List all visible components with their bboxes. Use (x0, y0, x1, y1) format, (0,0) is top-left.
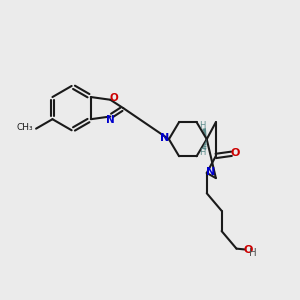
Text: H: H (249, 248, 256, 258)
Text: O: O (110, 93, 118, 103)
Polygon shape (202, 128, 207, 139)
Text: N: N (160, 134, 170, 143)
Text: O: O (231, 148, 240, 158)
Text: H: H (200, 148, 206, 157)
Text: N: N (206, 167, 215, 177)
Text: CH₃: CH₃ (16, 123, 33, 132)
Text: N: N (106, 115, 115, 125)
Text: H: H (200, 121, 206, 130)
Text: O: O (243, 245, 253, 255)
